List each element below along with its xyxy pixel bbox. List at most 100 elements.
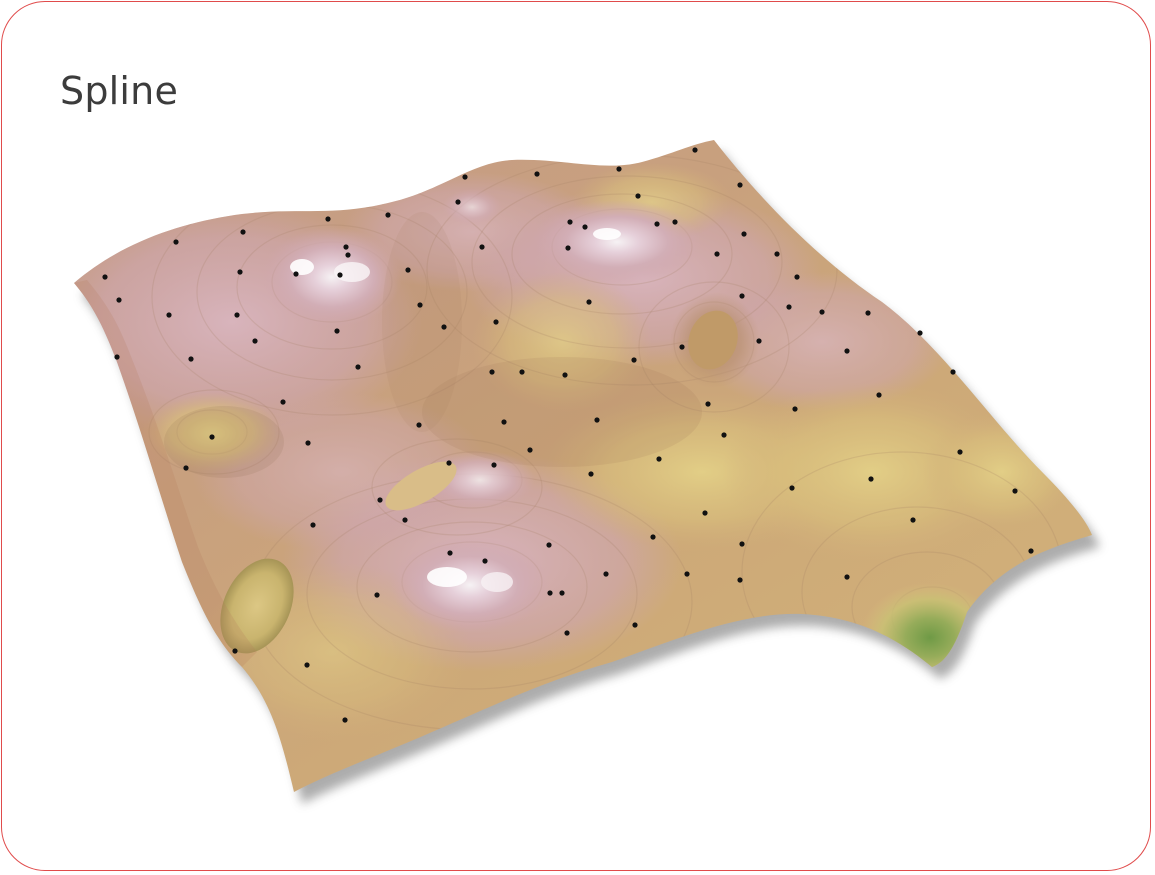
sample-point-84 [447, 550, 453, 556]
sample-point-81 [377, 497, 383, 503]
sample-point-22 [462, 174, 468, 180]
sample-point-78 [547, 590, 553, 596]
sample-point-59 [501, 419, 507, 425]
sample-point-75 [650, 534, 656, 540]
sample-point-39 [794, 274, 800, 280]
sample-point-93 [564, 630, 570, 636]
sample-point-65 [792, 406, 798, 412]
sample-point-86 [559, 590, 565, 596]
sample-point-82 [402, 517, 408, 523]
sample-point-88 [684, 571, 690, 577]
sample-point-31 [635, 193, 641, 199]
sample-point-38 [774, 251, 780, 257]
sample-point-25 [479, 244, 485, 250]
sample-point-20 [417, 302, 423, 308]
sample-point-80 [491, 462, 497, 468]
sample-point-21 [441, 324, 447, 330]
sample-point-10 [325, 216, 331, 222]
sample-point-14 [293, 271, 299, 277]
sample-point-91 [374, 592, 380, 598]
sample-point-64 [721, 432, 727, 438]
sample-point-36 [741, 231, 747, 237]
sample-point-45 [950, 369, 956, 375]
sample-point-7 [234, 312, 240, 318]
sample-point-44 [917, 330, 923, 336]
sample-point-8 [240, 229, 246, 235]
sample-point-92 [632, 622, 638, 628]
sample-point-46 [844, 348, 850, 354]
sample-point-15 [337, 272, 343, 278]
sample-point-95 [304, 662, 310, 668]
sample-point-51 [519, 369, 525, 375]
sample-point-18 [355, 364, 361, 370]
sample-point-79 [446, 460, 452, 466]
sample-point-30 [616, 166, 622, 172]
sample-point-89 [737, 577, 743, 583]
sample-point-43 [865, 310, 871, 316]
sample-point-58 [416, 422, 422, 428]
sample-point-70 [910, 517, 916, 523]
sample-points [102, 147, 1034, 723]
sample-point-49 [631, 357, 637, 363]
sample-point-76 [588, 471, 594, 477]
sample-point-74 [702, 510, 708, 516]
sample-point-48 [679, 344, 685, 350]
sample-point-5 [114, 354, 120, 360]
sample-point-68 [1012, 488, 1018, 494]
sample-point-28 [567, 219, 573, 225]
sample-point-29 [582, 224, 588, 230]
sample-point-50 [562, 372, 568, 378]
sample-point-54 [209, 434, 215, 440]
sample-point-24 [534, 171, 540, 177]
sample-point-62 [656, 456, 662, 462]
sample-point-63 [705, 401, 711, 407]
sample-point-83 [310, 522, 316, 528]
sample-point-57 [305, 440, 311, 446]
sample-point-2 [173, 239, 179, 245]
sample-point-12 [343, 244, 349, 250]
sample-point-1 [102, 274, 108, 280]
sample-point-55 [280, 399, 286, 405]
sample-point-37 [714, 251, 720, 257]
surface-body [74, 140, 1092, 792]
sample-point-67 [957, 449, 963, 455]
sample-point-9 [237, 269, 243, 275]
sample-point-52 [586, 299, 592, 305]
sample-point-17 [334, 328, 340, 334]
sample-point-47 [756, 338, 762, 344]
sample-point-13 [345, 252, 351, 258]
sample-point-94 [232, 648, 238, 654]
sample-point-4 [166, 312, 172, 318]
sample-point-23 [455, 199, 461, 205]
sample-point-56 [183, 465, 189, 471]
sample-point-32 [654, 221, 660, 227]
sample-point-85 [482, 558, 488, 564]
sample-point-69 [1028, 548, 1034, 554]
sample-point-35 [737, 182, 743, 188]
sample-point-60 [527, 447, 533, 453]
sample-point-3 [116, 297, 122, 303]
sample-point-73 [739, 541, 745, 547]
sample-point-90 [844, 574, 850, 580]
sample-point-19 [405, 267, 411, 273]
sample-point-66 [876, 392, 882, 398]
sample-point-6 [188, 356, 194, 362]
sample-point-96 [342, 717, 348, 723]
sample-point-71 [868, 476, 874, 482]
sample-point-40 [739, 293, 745, 299]
sample-point-11 [385, 212, 391, 218]
figure-title: Spline [60, 69, 179, 113]
sample-point-27 [489, 369, 495, 375]
sample-point-72 [789, 485, 795, 491]
sample-point-87 [603, 571, 609, 577]
sample-point-61 [594, 417, 600, 423]
sample-point-33 [672, 219, 678, 225]
sample-point-34 [692, 147, 698, 153]
sample-point-77 [546, 542, 552, 548]
sample-point-42 [819, 309, 825, 315]
sample-point-53 [565, 245, 571, 251]
sample-point-26 [493, 319, 499, 325]
